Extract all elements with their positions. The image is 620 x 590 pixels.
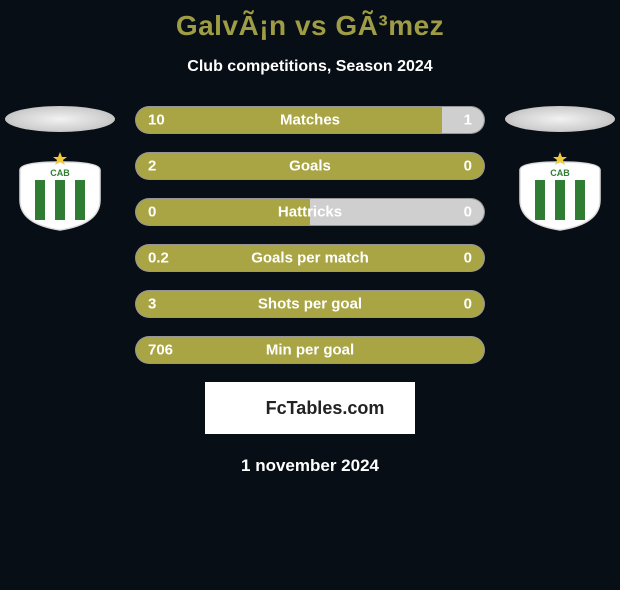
bar-value-right: 1 xyxy=(464,112,472,129)
bar-value-left: 0 xyxy=(148,204,156,221)
svg-text:CAB: CAB xyxy=(550,168,570,178)
comparison-row: 0 Hattricks 0 xyxy=(135,198,485,226)
bar-value-left: 3 xyxy=(148,296,156,313)
branding-icon xyxy=(236,398,260,418)
bar-value-right: 0 xyxy=(464,250,472,267)
bar-value-left: 10 xyxy=(148,112,165,129)
branding-box: FcTables.com xyxy=(205,382,415,434)
bar-metric-label: Hattricks xyxy=(278,204,342,221)
comparison-row: 0.2 Goals per match 0 xyxy=(135,244,485,272)
bar-value-left: 2 xyxy=(148,158,156,175)
footer-date: 1 november 2024 xyxy=(0,456,620,476)
bar-metric-label: Matches xyxy=(280,112,340,129)
comparison-row: 3 Shots per goal 0 xyxy=(135,290,485,318)
comparison-panel: CAB CAB 10 Matches 1 2 Goals 0 0 Ha xyxy=(0,106,620,476)
crest-right: CAB xyxy=(510,132,610,237)
svg-text:CAB: CAB xyxy=(50,168,70,178)
page-subtitle: Club competitions, Season 2024 xyxy=(0,58,620,76)
crest-left: CAB xyxy=(10,132,110,237)
bar-metric-label: Min per goal xyxy=(266,342,354,359)
comparison-row: 10 Matches 1 xyxy=(135,106,485,134)
comparison-bars: 10 Matches 1 2 Goals 0 0 Hattricks 0 0.2… xyxy=(135,106,485,364)
player-left-column: CAB xyxy=(0,106,120,237)
page-title: GalvÃ¡n vs GÃ³mez xyxy=(0,10,620,42)
bar-value-right: 0 xyxy=(464,296,472,313)
bar-value-right: 0 xyxy=(464,204,472,221)
bar-metric-label: Goals per match xyxy=(251,250,369,267)
bar-metric-label: Goals xyxy=(289,158,331,175)
comparison-row: 2 Goals 0 xyxy=(135,152,485,180)
bar-value-right: 0 xyxy=(464,158,472,175)
branding-text: FcTables.com xyxy=(266,398,385,419)
comparison-row: 706 Min per goal xyxy=(135,336,485,364)
avatar-left xyxy=(5,106,115,132)
bar-metric-label: Shots per goal xyxy=(258,296,362,313)
player-right-column: CAB xyxy=(500,106,620,237)
avatar-right xyxy=(505,106,615,132)
bar-value-left: 0.2 xyxy=(148,250,169,267)
bar-value-left: 706 xyxy=(148,342,173,359)
